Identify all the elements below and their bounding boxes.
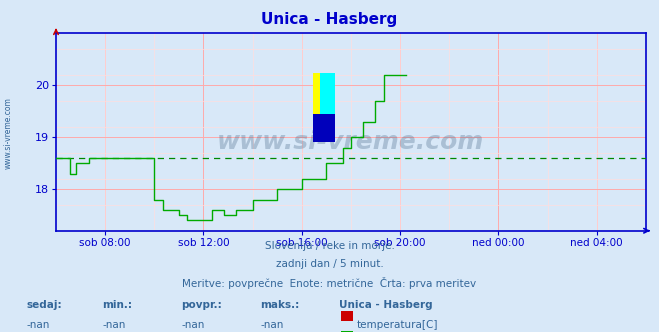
Text: Slovenija / reke in morje.: Slovenija / reke in morje. <box>264 241 395 251</box>
Text: -nan: -nan <box>102 320 125 330</box>
Text: -nan: -nan <box>26 320 49 330</box>
Text: -nan: -nan <box>260 320 283 330</box>
Text: min.:: min.: <box>102 300 132 310</box>
Text: Unica - Hasberg: Unica - Hasberg <box>262 12 397 27</box>
Text: zadnji dan / 5 minut.: zadnji dan / 5 minut. <box>275 259 384 269</box>
Text: povpr.:: povpr.: <box>181 300 222 310</box>
Text: temperatura[C]: temperatura[C] <box>357 320 438 330</box>
FancyBboxPatch shape <box>312 114 335 142</box>
Text: Meritve: povprečne  Enote: metrične  Črta: prva meritev: Meritve: povprečne Enote: metrične Črta:… <box>183 277 476 289</box>
Text: -nan: -nan <box>181 320 204 330</box>
Text: www.si-vreme.com: www.si-vreme.com <box>217 130 484 154</box>
Text: maks.:: maks.: <box>260 300 300 310</box>
FancyBboxPatch shape <box>312 73 328 116</box>
Text: sedaj:: sedaj: <box>26 300 62 310</box>
FancyBboxPatch shape <box>320 73 335 116</box>
Text: www.si-vreme.com: www.si-vreme.com <box>4 97 13 169</box>
Text: Unica - Hasberg: Unica - Hasberg <box>339 300 433 310</box>
